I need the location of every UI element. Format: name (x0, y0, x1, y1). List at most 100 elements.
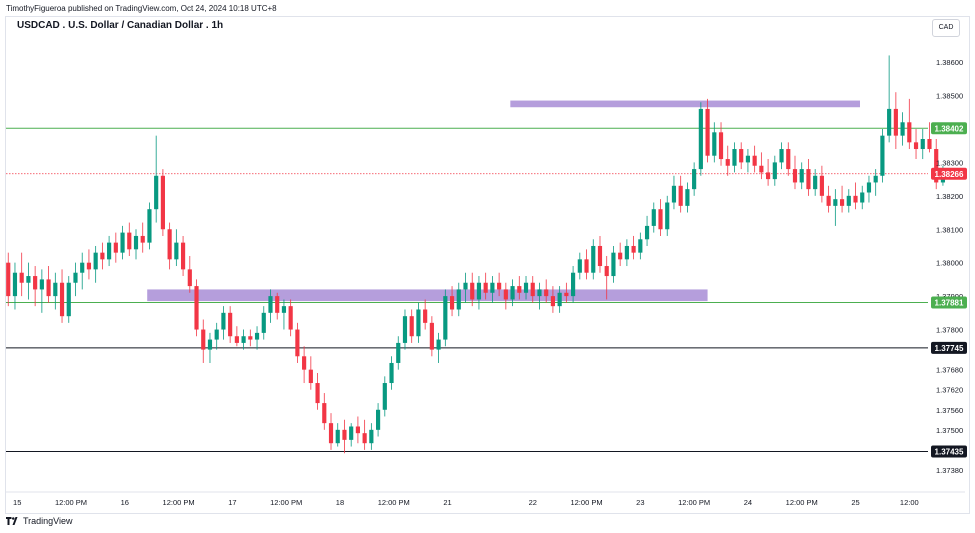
candle-23[interactable] (160, 169, 165, 236)
candle-63[interactable] (429, 316, 434, 357)
candle-107[interactable] (725, 145, 730, 176)
candle-82[interactable] (557, 286, 562, 313)
candle-39[interactable] (268, 289, 273, 323)
candle-87[interactable] (591, 239, 596, 280)
candle-42[interactable] (288, 299, 293, 337)
candle-74[interactable] (503, 282, 508, 310)
candle-16[interactable] (113, 232, 118, 263)
candle-9[interactable] (66, 276, 71, 323)
candle-22[interactable] (154, 135, 159, 223)
candle-121[interactable] (819, 165, 824, 203)
candle-122[interactable] (826, 185, 831, 213)
candle-17[interactable] (120, 225, 125, 260)
candle-86[interactable] (584, 249, 589, 280)
candle-101[interactable] (685, 182, 690, 213)
candle-114[interactable] (772, 155, 777, 186)
candle-138[interactable] (934, 139, 939, 190)
candle-14[interactable] (100, 242, 105, 270)
candle-0[interactable] (6, 252, 11, 307)
candle-61[interactable] (416, 302, 421, 343)
candle-2[interactable] (19, 252, 24, 297)
candle-99[interactable] (671, 175, 677, 210)
candle-113[interactable] (766, 159, 771, 186)
candle-79[interactable] (537, 282, 542, 310)
candle-77[interactable] (523, 276, 529, 300)
candle-73[interactable] (497, 272, 502, 297)
candle-70[interactable] (476, 276, 482, 310)
candle-78[interactable] (530, 276, 535, 303)
candle-97[interactable] (658, 199, 663, 236)
candle-54[interactable] (369, 423, 374, 450)
candle-5[interactable] (39, 269, 44, 313)
candle-133[interactable] (900, 112, 905, 146)
candle-50[interactable] (342, 419, 347, 454)
candle-32[interactable] (221, 306, 226, 340)
candle-25[interactable] (174, 229, 179, 267)
candle-55[interactable] (375, 403, 381, 437)
candle-126[interactable] (853, 182, 858, 210)
candle-36[interactable] (248, 329, 253, 347)
candle-104[interactable] (705, 98, 710, 163)
candle-102[interactable] (692, 162, 697, 196)
candle-134[interactable] (907, 98, 912, 150)
candle-132[interactable] (893, 92, 898, 150)
resistance-zone-0[interactable] (510, 100, 860, 108)
candle-90[interactable] (611, 245, 616, 283)
candle-4[interactable] (33, 266, 38, 307)
candle-127[interactable] (860, 185, 865, 210)
candle-56[interactable] (382, 376, 387, 417)
candle-131[interactable] (887, 55, 892, 143)
candle-136[interactable] (920, 128, 925, 160)
candle-46[interactable] (315, 373, 320, 410)
brand-footer[interactable]: TradingView (6, 516, 73, 526)
candle-109[interactable] (739, 142, 744, 170)
candle-93[interactable] (631, 235, 636, 260)
candle-28[interactable] (194, 279, 199, 337)
candle-18[interactable] (127, 222, 132, 256)
candle-33[interactable] (228, 306, 233, 343)
candle-59[interactable] (402, 309, 408, 350)
candle-72[interactable] (490, 276, 495, 303)
candle-80[interactable] (544, 279, 549, 303)
candle-88[interactable] (597, 235, 603, 273)
candle-84[interactable] (571, 266, 576, 303)
candle-34[interactable] (234, 326, 239, 347)
candle-10[interactable] (73, 262, 78, 297)
candle-26[interactable] (180, 235, 186, 277)
candle-71[interactable] (483, 272, 488, 300)
candle-111[interactable] (752, 145, 757, 173)
candle-100[interactable] (678, 175, 683, 213)
candle-12[interactable] (86, 249, 92, 280)
candle-130[interactable] (880, 128, 885, 183)
candle-57[interactable] (389, 356, 394, 390)
candle-89[interactable] (604, 256, 609, 300)
candle-41[interactable] (281, 299, 287, 330)
candle-76[interactable] (517, 276, 522, 300)
candle-11[interactable] (80, 252, 85, 290)
candle-75[interactable] (510, 279, 515, 307)
candle-108[interactable] (732, 142, 737, 173)
candle-124[interactable] (839, 185, 845, 213)
candle-43[interactable] (295, 322, 300, 363)
candle-15[interactable] (107, 235, 112, 267)
candle-91[interactable] (618, 242, 623, 267)
candle-38[interactable] (261, 306, 266, 340)
candle-47[interactable] (322, 393, 327, 430)
candle-13[interactable] (93, 245, 98, 283)
candle-92[interactable] (624, 239, 629, 267)
candle-30[interactable] (207, 332, 213, 363)
candle-66[interactable] (449, 286, 455, 317)
candle-110[interactable] (745, 149, 751, 173)
candle-129[interactable] (873, 169, 878, 196)
candle-8[interactable] (59, 269, 65, 323)
candle-95[interactable] (644, 215, 650, 246)
candle-116[interactable] (786, 142, 791, 176)
candle-94[interactable] (638, 232, 643, 260)
candle-67[interactable] (456, 282, 461, 317)
candle-7[interactable] (53, 272, 58, 310)
candle-119[interactable] (806, 159, 811, 196)
candle-137[interactable] (927, 122, 932, 153)
candle-96[interactable] (651, 202, 656, 233)
candle-60[interactable] (409, 309, 414, 343)
